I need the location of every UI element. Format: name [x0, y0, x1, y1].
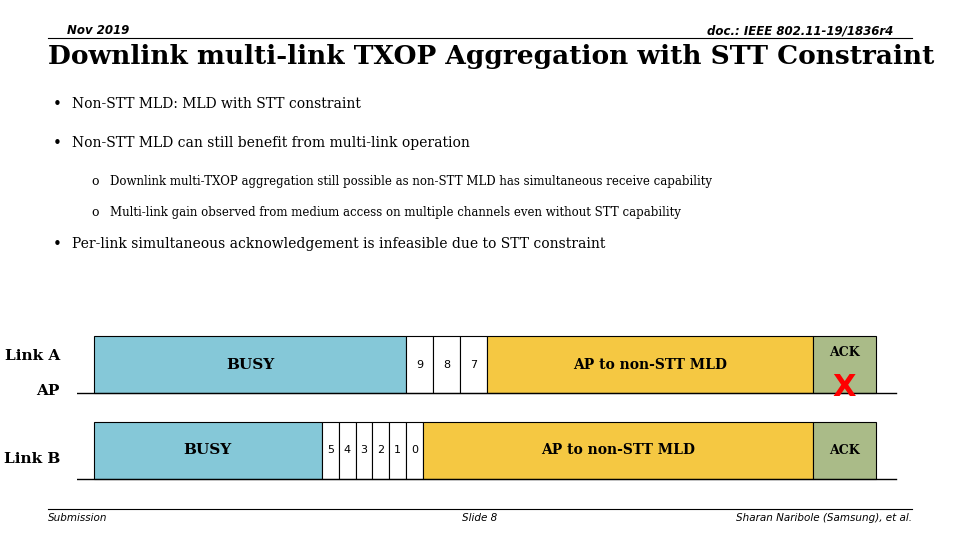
Text: ACK: ACK [829, 346, 859, 359]
Text: ACK: ACK [829, 444, 859, 457]
Text: Link A: Link A [5, 349, 60, 363]
Text: Non-STT MLD can still benefit from multi-link operation: Non-STT MLD can still benefit from multi… [72, 136, 469, 150]
Text: AP to non-STT MLD: AP to non-STT MLD [573, 358, 727, 372]
Bar [812, 336, 876, 394]
Bar [406, 336, 433, 394]
Bar [94, 422, 322, 479]
Text: Downlink multi-link TXOP Aggregation with STT Constraint: Downlink multi-link TXOP Aggregation wit… [48, 44, 934, 69]
Text: Nov 2019: Nov 2019 [67, 24, 130, 37]
Text: Slide 8: Slide 8 [463, 513, 497, 523]
Text: 0: 0 [411, 446, 419, 455]
Bar [390, 422, 406, 479]
Bar [372, 422, 390, 479]
Text: 3: 3 [361, 446, 368, 455]
Text: 8: 8 [444, 360, 450, 370]
Bar [406, 422, 423, 479]
Bar [355, 422, 372, 479]
Text: 2: 2 [377, 446, 385, 455]
Text: •: • [53, 136, 61, 151]
Text: BUSY: BUSY [226, 358, 275, 372]
Text: X: X [832, 373, 856, 402]
Text: BUSY: BUSY [183, 443, 232, 457]
Bar [461, 336, 488, 394]
Text: o: o [91, 206, 99, 219]
Text: Non-STT MLD: MLD with STT constraint: Non-STT MLD: MLD with STT constraint [72, 97, 361, 111]
Text: 1: 1 [395, 446, 401, 455]
Text: 4: 4 [344, 446, 350, 455]
Text: Link B: Link B [4, 452, 60, 466]
Bar [339, 422, 355, 479]
Text: doc.: IEEE 802.11-19/1836r4: doc.: IEEE 802.11-19/1836r4 [707, 24, 893, 37]
Bar [812, 422, 876, 479]
Text: Sharan Naribole (Samsung), et al.: Sharan Naribole (Samsung), et al. [736, 513, 912, 523]
Bar [423, 422, 812, 479]
Bar [94, 336, 406, 394]
Text: Multi-link gain observed from medium access on multiple channels even without ST: Multi-link gain observed from medium acc… [110, 206, 682, 219]
Bar [488, 336, 812, 394]
Text: 9: 9 [417, 360, 423, 370]
Text: AP: AP [36, 383, 60, 397]
Text: •: • [53, 237, 61, 252]
Bar [322, 422, 339, 479]
Text: Submission: Submission [48, 513, 108, 523]
Text: 7: 7 [470, 360, 477, 370]
Text: Per-link simultaneous acknowledgement is infeasible due to STT constraint: Per-link simultaneous acknowledgement is… [72, 237, 606, 251]
Text: o: o [91, 175, 99, 188]
Text: 5: 5 [326, 446, 334, 455]
Text: •: • [53, 97, 61, 112]
Bar [433, 336, 461, 394]
Text: Downlink multi-TXOP aggregation still possible as non-STT MLD has simultaneous r: Downlink multi-TXOP aggregation still po… [110, 175, 712, 188]
Text: AP to non-STT MLD: AP to non-STT MLD [540, 443, 695, 457]
